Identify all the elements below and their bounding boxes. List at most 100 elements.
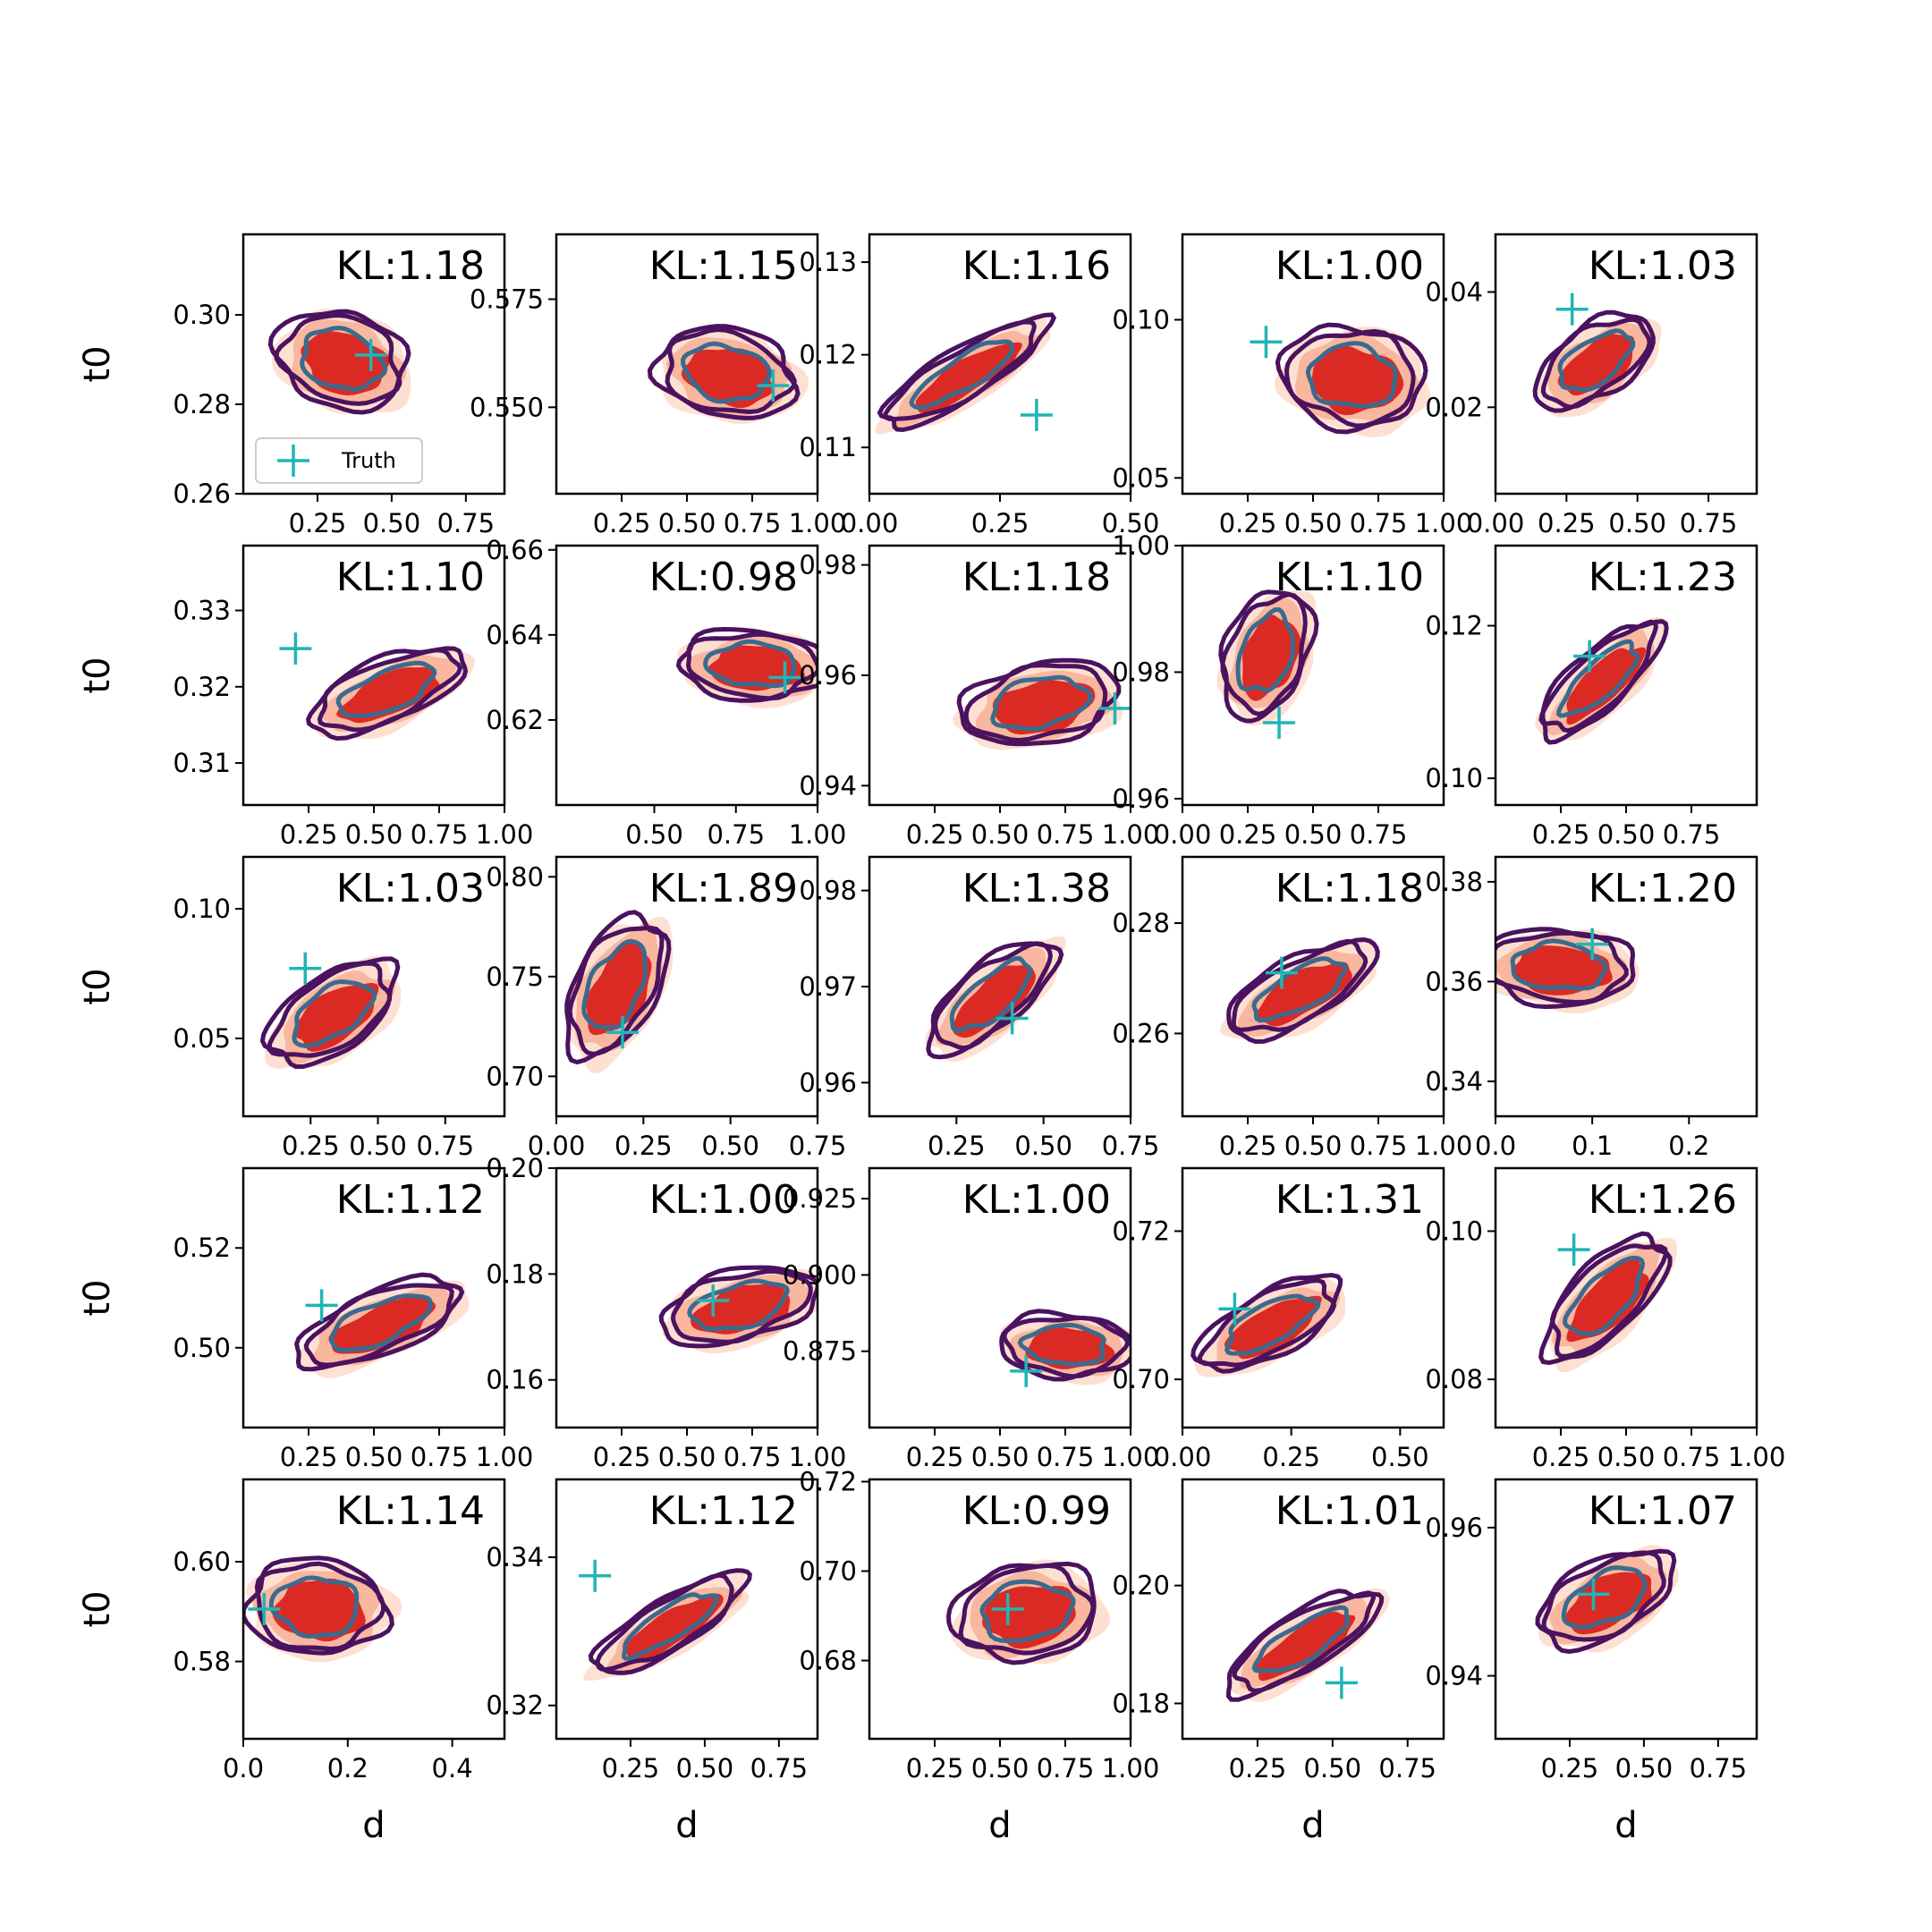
truth-marker (579, 1559, 612, 1592)
y-tick-label: 0.66 (486, 535, 544, 565)
contour-outer-2 (1002, 1315, 1130, 1379)
x-tick-label: 1.00 (476, 819, 534, 850)
panel-11-density (259, 955, 402, 1069)
kl-label: KL:1.31 (1275, 1177, 1424, 1223)
x-tick-label: 0.75 (1663, 1442, 1721, 1472)
y-tick-label: 0.12 (799, 340, 857, 370)
x-tick-label: 0.75 (1037, 1753, 1095, 1784)
density-core-fill (915, 342, 1022, 413)
truth-marker (1218, 1292, 1251, 1326)
x-tick-label: 0.75 (1102, 1131, 1160, 1161)
contour-outer-2 (1220, 592, 1308, 717)
density-core-fill (1025, 1326, 1115, 1369)
y-tick-label: 0.80 (486, 861, 544, 892)
x-tick-label: 0.75 (416, 1131, 474, 1161)
kl-label: KL:1.12 (649, 1488, 798, 1534)
contour-inner (1510, 938, 1608, 991)
x-tick-label: 0.50 (363, 508, 421, 538)
x-tick-label: 0.75 (1663, 819, 1721, 850)
y-tick-label: 0.18 (486, 1258, 544, 1289)
truth-marker (991, 1593, 1024, 1625)
contour-outer-2 (274, 312, 402, 406)
y-tick-label: 0.20 (486, 1153, 544, 1183)
legend: Truth (255, 437, 423, 484)
panel-23-density (945, 1559, 1111, 1665)
panel-17-density (658, 1265, 818, 1354)
y-tick-label: 0.96 (799, 660, 857, 691)
panel-18-density (999, 1309, 1131, 1385)
x-tick-label: 0.75 (1350, 1131, 1408, 1161)
x-axis-label: d (675, 1805, 698, 1846)
truth-marker (1325, 1666, 1358, 1699)
x-tick-label: 0.25 (602, 1753, 660, 1784)
x-tick-label: 0.25 (1219, 508, 1277, 538)
y-tick-label: 0.68 (799, 1646, 857, 1676)
x-axis-label: d (988, 1805, 1011, 1846)
contour-inner (1305, 341, 1399, 409)
panel-20: KL:1.26 0.25 0.50 0.75 1.00 0.08 0.10 (1425, 1166, 1785, 1472)
density-core-fill (586, 942, 652, 1036)
contour-outer-2 (1284, 328, 1416, 428)
truth-marker (1265, 956, 1298, 989)
y-tick-label: 0.05 (1112, 462, 1170, 493)
truth-marker (1555, 292, 1589, 326)
kl-label: KL:1.00 (649, 1177, 798, 1223)
contour-inner (1557, 328, 1636, 393)
x-tick-label: 0.75 (707, 819, 765, 850)
y-tick-label: 0.58 (173, 1647, 231, 1677)
x-tick-label: 0.75 (1690, 1753, 1748, 1784)
kl-label: KL:1.07 (1589, 1488, 1737, 1534)
panel-7: KL:0.98 0.50 0.75 1.00 0.62 0.64 0.66 (486, 535, 846, 850)
x-tick-label: 1.00 (1415, 508, 1473, 538)
contour-outer (945, 1561, 1097, 1665)
y-tick-label: 0.08 (1425, 1364, 1483, 1394)
contour-outer-2 (963, 663, 1108, 743)
x-tick-label: 0.50 (1597, 819, 1656, 850)
truth-marker (289, 952, 322, 985)
x-tick-label: 0.50 (1615, 1753, 1674, 1784)
kl-label: KL:0.98 (649, 555, 798, 600)
kl-label: KL:1.10 (336, 555, 485, 600)
truth-marker (996, 1002, 1029, 1035)
density-core-fill (626, 1593, 724, 1661)
x-axis-label: d (362, 1805, 385, 1846)
contour-inner (990, 674, 1094, 732)
y-tick-label: 0.10 (173, 894, 231, 924)
axes-frame (555, 855, 819, 1118)
kl-label: KL:1.12 (336, 1177, 485, 1223)
panel-8: KL:1.18 0.25 0.50 0.75 1.00 0.94 0.96 0.98 (799, 544, 1159, 850)
contour-inner (335, 660, 437, 718)
kl-label: KL:1.23 (1589, 555, 1737, 600)
truth-marker (1573, 640, 1606, 673)
y-tick-label: 0.11 (799, 432, 857, 462)
x-tick-label: 0.75 (789, 1131, 847, 1161)
x-tick-label: 0.75 (1350, 508, 1408, 538)
contour-inner (703, 639, 797, 689)
y-tick-label: 0.04 (1425, 276, 1483, 307)
density-core-fill (1513, 945, 1613, 996)
y-tick-label: 0.96 (799, 1067, 857, 1097)
x-tick-label: 0.75 (411, 1442, 469, 1472)
truth-marker (248, 1593, 281, 1625)
axes-frame (1494, 1478, 1758, 1741)
contour-outer-2 (1231, 938, 1368, 1033)
panel-9: KL:1.10 0.00 0.25 0.50 0.75 0.96 0.98 1.00 (1112, 530, 1445, 850)
x-tick-label: 0.50 (971, 819, 1030, 850)
kl-label: KL:0.99 (962, 1488, 1111, 1534)
y-tick-label: 0.94 (1425, 1661, 1483, 1691)
kl-label: KL:1.89 (649, 866, 798, 911)
contour-inner (687, 1278, 790, 1332)
contour-inner (1251, 1605, 1351, 1674)
y-tick-label: 0.52 (173, 1233, 231, 1263)
density-core-fill (1566, 647, 1647, 725)
y-tick-label: 0.13 (799, 247, 857, 277)
contour-outer (294, 1272, 465, 1372)
y-tick-label: 0.10 (1112, 304, 1170, 335)
contour-inner (979, 1579, 1076, 1644)
x-tick-label: 0.25 (280, 1442, 338, 1472)
y-tick-label: 0.38 (1425, 867, 1483, 897)
panel-14: KL:1.18 0.25 0.50 0.75 1.00 0.26 0.28 (1112, 855, 1472, 1161)
contour-outer (1225, 1589, 1385, 1702)
y-tick-label: 0.97 (799, 971, 857, 1002)
